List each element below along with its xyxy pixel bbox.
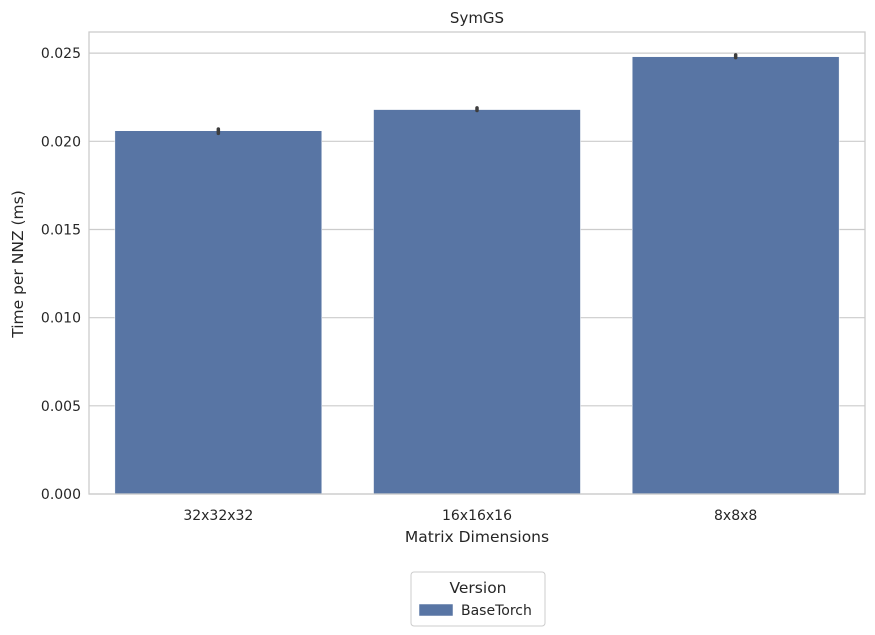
legend-title: Version (450, 579, 507, 597)
bars (114, 53, 840, 495)
y-tick-label: 0.020 (41, 134, 81, 150)
y-tick-label: 0.000 (41, 487, 81, 503)
x-axis-label: Matrix Dimensions (405, 528, 549, 546)
bar-8x8x8 (631, 56, 840, 495)
x-tick-label: 32x32x32 (183, 508, 253, 524)
y-tick-label: 0.015 (41, 222, 81, 238)
plot-frame (88, 31, 866, 495)
y-tick-label: 0.025 (41, 46, 81, 62)
y-axis-label: Time per NNZ (ms) (9, 190, 27, 339)
legend: Version BaseTorch (410, 571, 546, 627)
chart-title: SymGS (450, 9, 504, 27)
x-tick-label: 16x16x16 (442, 508, 512, 524)
legend-swatch-basetorch (418, 603, 454, 617)
y-tick-labels: 0.000 0.005 0.010 0.015 0.020 0.025 (41, 46, 81, 503)
axes-frame (88, 31, 866, 495)
y-tick-label: 0.005 (41, 399, 81, 415)
x-tick-labels: 32x32x32 16x16x16 8x8x8 (183, 508, 757, 524)
y-tick-label: 0.010 (41, 311, 81, 327)
legend-label-basetorch: BaseTorch (461, 603, 532, 619)
bar-32x32x32 (114, 130, 323, 495)
bar-16x16x16 (373, 109, 581, 495)
x-tick-label: 8x8x8 (714, 508, 757, 524)
